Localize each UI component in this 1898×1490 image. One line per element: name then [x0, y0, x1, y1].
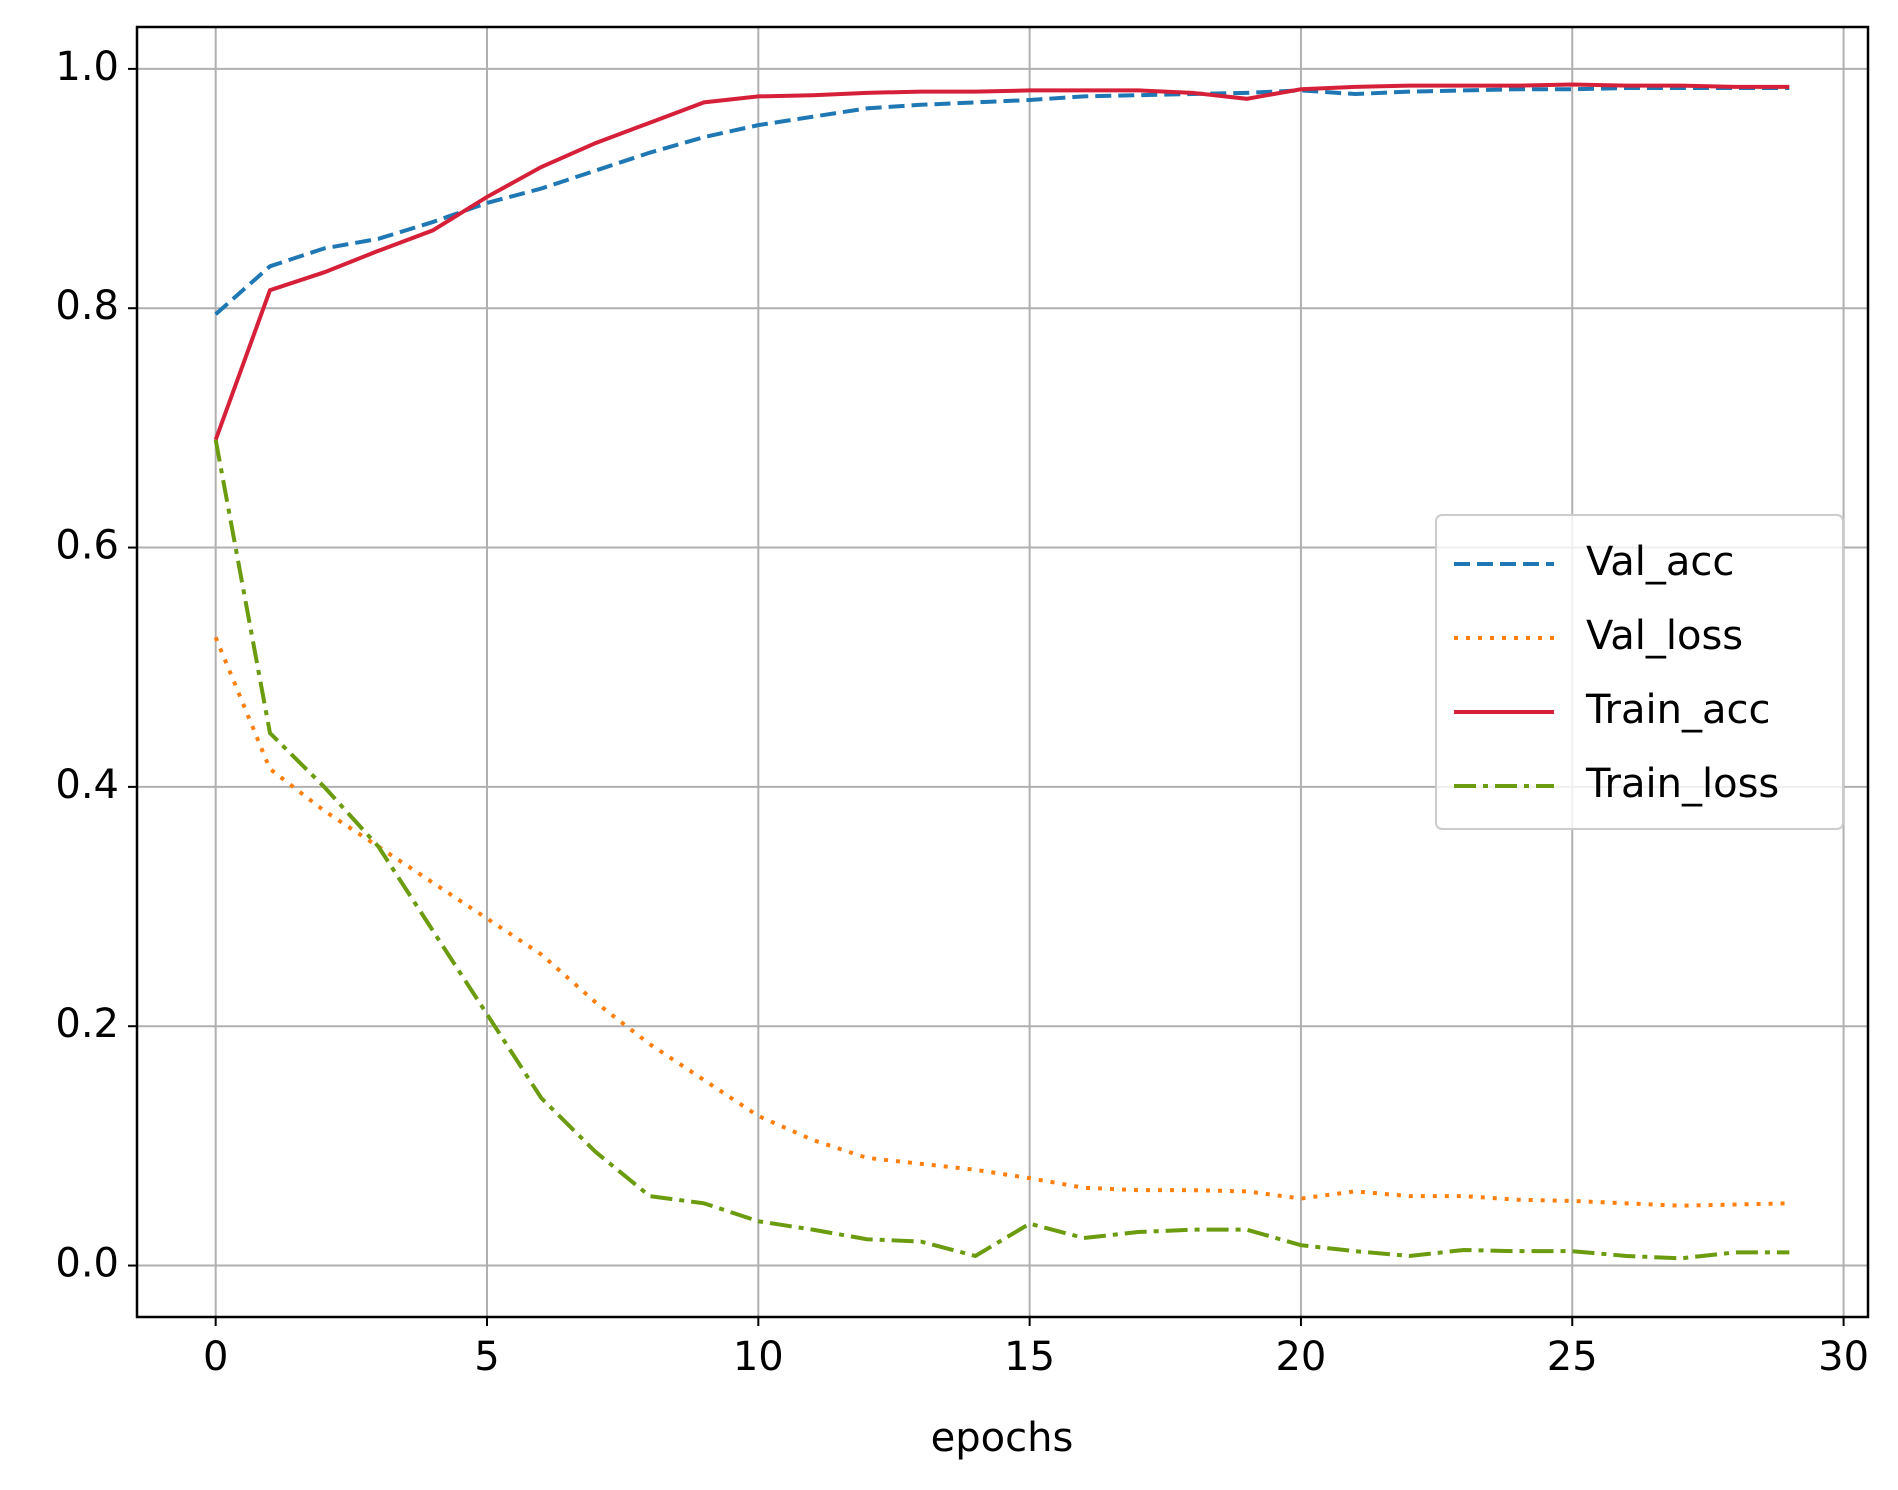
x-tick-label: 5: [474, 1334, 499, 1380]
x-tick-label: 0: [203, 1334, 228, 1380]
legend-label: Val_loss: [1586, 613, 1743, 659]
y-tick-label: 0.6: [55, 523, 119, 569]
y-tick-label: 1.0: [55, 44, 119, 90]
plot-frame: [135, 25, 1870, 1319]
x-tick-label: 25: [1547, 1334, 1598, 1380]
x-tick-label: 10: [733, 1334, 784, 1380]
y-tick-label: 0.8: [55, 283, 119, 329]
y-tick-label: 0.4: [55, 762, 119, 808]
line-series: [213, 82, 1790, 441]
x-tick-label: 30: [1818, 1334, 1869, 1380]
line-series: [214, 86, 1790, 316]
legend-label: Val_acc: [1586, 539, 1734, 585]
legend-box: [1435, 514, 1844, 830]
x-axis-label: epochs: [931, 1415, 1074, 1461]
y-tick-label: 0.2: [55, 1001, 119, 1047]
x-tick-label: 15: [1004, 1334, 1055, 1380]
y-tick-label: 0.0: [55, 1241, 119, 1287]
legend-label: Train_loss: [1585, 761, 1779, 807]
x-tick-label: 20: [1275, 1334, 1326, 1380]
legend-label: Train_acc: [1585, 687, 1770, 733]
